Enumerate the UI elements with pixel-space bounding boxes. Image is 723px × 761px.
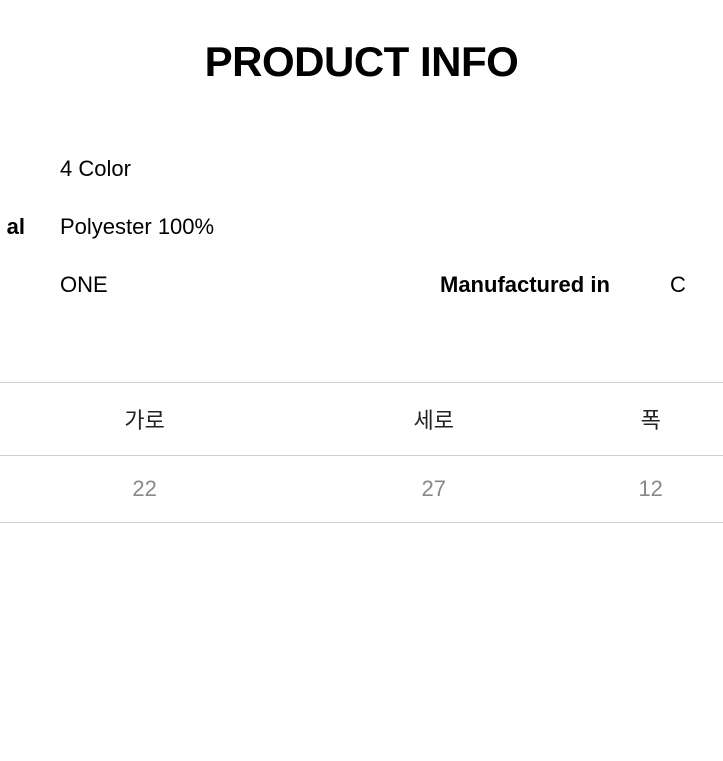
info-row-material: al Polyester 100%	[60, 214, 723, 240]
material-label-fragment: al	[0, 214, 60, 240]
col-header-width: 가로	[0, 383, 289, 456]
cell-depth: 12	[578, 456, 723, 523]
manufactured-in-label: Manufactured in	[440, 272, 670, 298]
product-info-block: 4 Color al Polyester 100% ONE Manufactur…	[0, 156, 723, 298]
table-header-row: 가로 세로 폭	[0, 383, 723, 456]
info-row-color: 4 Color	[60, 156, 723, 182]
col-header-depth: 폭	[578, 383, 723, 456]
table-row: 22 27 12	[0, 456, 723, 523]
cell-height: 27	[289, 456, 578, 523]
cell-width: 22	[0, 456, 289, 523]
info-row-size-mfg: ONE Manufactured in C	[60, 272, 723, 298]
color-value: 4 Color	[60, 156, 131, 182]
size-value: ONE	[60, 272, 440, 298]
size-table: 가로 세로 폭 22 27 12	[0, 382, 723, 523]
material-value: Polyester 100%	[60, 214, 214, 240]
col-header-height: 세로	[289, 383, 578, 456]
manufactured-in-value-fragment: C	[670, 272, 686, 298]
page-title: PRODUCT INFO	[0, 38, 723, 86]
